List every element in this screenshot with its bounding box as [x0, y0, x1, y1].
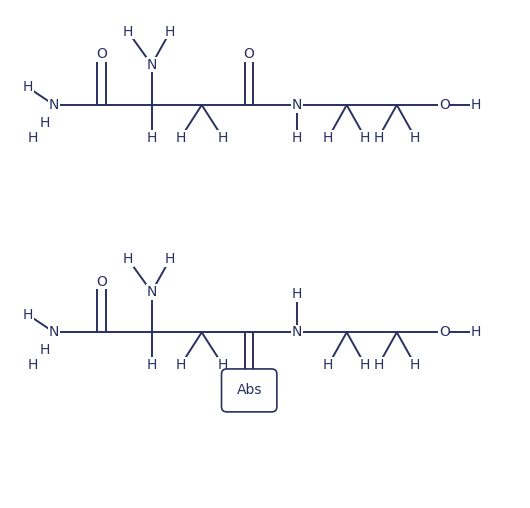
Text: Abs: Abs [236, 384, 262, 397]
Text: H: H [123, 25, 133, 39]
Text: H: H [23, 308, 33, 322]
Text: H: H [28, 358, 38, 372]
Text: H: H [39, 116, 50, 130]
Text: H: H [360, 131, 370, 145]
Text: H: H [410, 358, 420, 372]
Text: H: H [146, 358, 157, 372]
Text: O: O [96, 275, 107, 289]
Text: H: H [165, 252, 175, 266]
Text: H: H [175, 358, 186, 372]
Text: H: H [373, 358, 384, 372]
Text: H: H [373, 131, 384, 145]
Text: N: N [49, 325, 59, 339]
Text: O: O [96, 47, 107, 61]
Text: H: H [471, 98, 481, 112]
FancyBboxPatch shape [222, 369, 277, 412]
Text: H: H [28, 131, 38, 145]
Text: O: O [439, 325, 449, 339]
Text: H: H [146, 131, 157, 145]
Text: H: H [360, 358, 370, 372]
Text: H: H [292, 131, 302, 145]
Text: H: H [23, 80, 33, 94]
Text: O: O [244, 47, 254, 61]
Text: H: H [175, 131, 186, 145]
Text: N: N [49, 98, 59, 112]
Text: H: H [471, 325, 481, 339]
Text: N: N [146, 285, 157, 299]
Text: O: O [439, 98, 449, 112]
Text: N: N [146, 57, 157, 72]
Text: H: H [39, 343, 50, 357]
Text: H: H [323, 131, 333, 145]
Text: H: H [218, 358, 228, 372]
Text: H: H [410, 131, 420, 145]
Text: N: N [292, 325, 302, 339]
Text: H: H [292, 288, 302, 301]
Text: H: H [123, 252, 133, 266]
Text: H: H [323, 358, 333, 372]
Text: H: H [165, 25, 175, 39]
Text: H: H [218, 131, 228, 145]
Text: N: N [292, 98, 302, 112]
